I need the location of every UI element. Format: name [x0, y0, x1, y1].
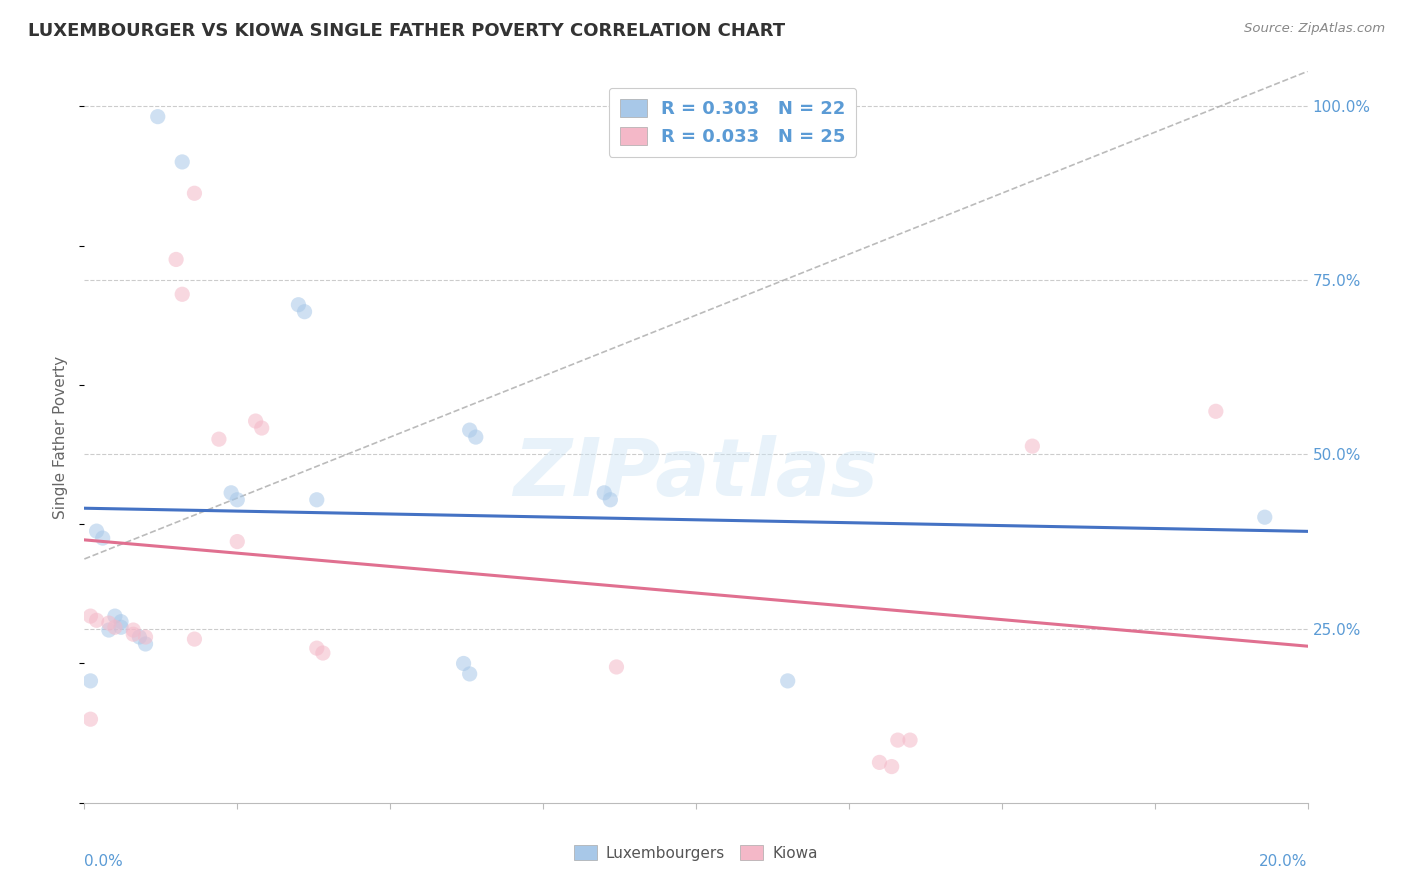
Point [226, 492, 249, 507]
Point [458, 423, 481, 437]
Point [172, 155, 194, 169]
Point [122, 623, 145, 637]
Point [110, 615, 132, 629]
Point [208, 432, 231, 446]
Point [91, 531, 114, 545]
Point [1021, 439, 1043, 453]
Point [122, 627, 145, 641]
Point [880, 759, 903, 773]
Point [1254, 510, 1277, 524]
Point [599, 492, 621, 507]
Point [86, 613, 108, 627]
Point [104, 609, 127, 624]
Point [1205, 404, 1227, 418]
Point [183, 632, 205, 646]
Point [226, 534, 249, 549]
Point [605, 660, 627, 674]
Point [79, 673, 101, 688]
Point [245, 414, 267, 428]
Point [776, 673, 799, 688]
Point [312, 646, 335, 660]
Point [97, 616, 120, 631]
Point [305, 492, 328, 507]
Point [79, 609, 101, 624]
Point [97, 623, 120, 637]
Point [869, 756, 891, 770]
Point [464, 430, 486, 444]
Point [458, 667, 481, 681]
Text: ZIPatlas: ZIPatlas [513, 434, 879, 513]
Point [593, 485, 616, 500]
Point [887, 733, 910, 747]
Y-axis label: Single Father Poverty: Single Father Poverty [53, 356, 69, 518]
Point [183, 186, 205, 201]
Point [86, 524, 108, 538]
Point [79, 712, 101, 726]
Text: 0.0%: 0.0% [84, 854, 124, 869]
Point [135, 637, 157, 651]
Point [135, 630, 157, 644]
Text: LUXEMBOURGER VS KIOWA SINGLE FATHER POVERTY CORRELATION CHART: LUXEMBOURGER VS KIOWA SINGLE FATHER POVE… [28, 22, 785, 40]
Text: 20.0%: 20.0% [1260, 854, 1308, 869]
Point [294, 304, 316, 318]
Point [453, 657, 475, 671]
Point [250, 421, 273, 435]
Legend: Luxembourgers, Kiowa: Luxembourgers, Kiowa [567, 837, 825, 868]
Point [287, 298, 309, 312]
Point [165, 252, 187, 267]
Point [128, 630, 150, 644]
Text: Source: ZipAtlas.com: Source: ZipAtlas.com [1244, 22, 1385, 36]
Point [146, 110, 169, 124]
Point [172, 287, 194, 301]
Point [110, 620, 132, 634]
Point [305, 641, 328, 656]
Point [104, 620, 127, 634]
Point [898, 733, 921, 747]
Point [219, 485, 242, 500]
